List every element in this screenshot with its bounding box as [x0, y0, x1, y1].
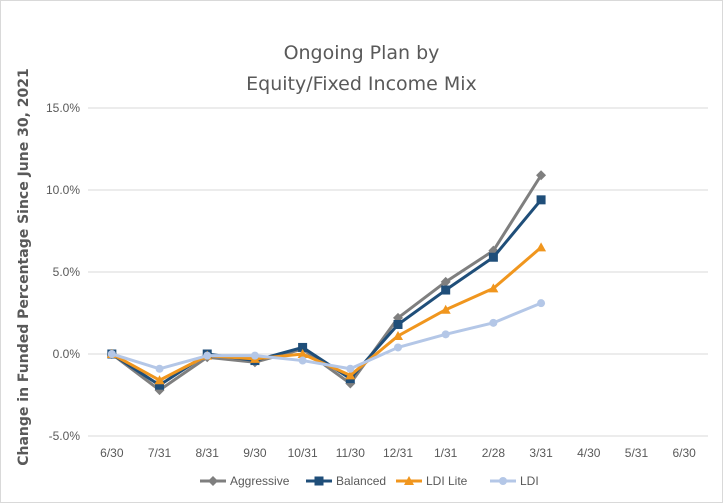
y-axis-label: Change in Funded Percentage Since June 3…: [16, 68, 32, 466]
data-point: [393, 330, 403, 340]
legend-marker: [404, 476, 414, 485]
y-tick-label: 5.0%: [53, 265, 81, 279]
y-tick-label: 0.0%: [53, 347, 81, 361]
data-point: [298, 356, 307, 365]
x-tick-label: 6/30: [100, 446, 124, 460]
data-point: [250, 351, 259, 360]
x-tick-label: 9/30: [243, 446, 267, 460]
series-line: [110, 174, 543, 392]
data-point: [346, 364, 355, 373]
x-tick-label: 5/31: [625, 446, 649, 460]
legend: Aggressive Balanced LDI Lite LDI: [200, 474, 539, 488]
x-tick-label: 1/31: [434, 446, 458, 460]
legend-item: Aggressive: [200, 474, 290, 488]
legend-item: LDI: [490, 474, 539, 488]
y-tick-label: 10.0%: [46, 183, 80, 197]
legend-marker: [499, 477, 507, 485]
series-group: [106, 170, 547, 396]
data-point: [536, 242, 547, 252]
chart-title-line1: Ongoing Plan by: [283, 42, 440, 64]
data-point: [488, 252, 498, 262]
data-point: [536, 170, 547, 181]
legend-marker: [208, 476, 218, 486]
data-point: [537, 299, 546, 308]
x-axis-ticks: 6/30 7/31 8/31 9/30 10/31 11/30 12/31 1/31 2/28 3…: [100, 446, 696, 460]
data-point: [441, 285, 451, 295]
x-tick-label: 4/30: [577, 446, 601, 460]
y-tick-label: -5.0%: [49, 429, 81, 443]
data-point: [297, 349, 308, 358]
legend-label: Aggressive: [230, 474, 290, 488]
data-point: [536, 195, 546, 205]
data-point: [441, 330, 450, 339]
data-point: [154, 375, 165, 385]
x-tick-label: 3/31: [529, 446, 553, 460]
legend-label: LDI: [520, 474, 539, 488]
y-axis-ticks: 15.0% 10.0% 5.0% 0.0% -5.0%: [46, 101, 80, 443]
data-point: [489, 318, 498, 327]
data-point: [155, 364, 164, 373]
x-tick-label: 11/30: [336, 446, 365, 460]
data-point: [298, 342, 308, 352]
data-point: [440, 304, 451, 314]
series-balanced: [107, 195, 546, 390]
legend-label: LDI Lite: [426, 474, 468, 488]
data-point: [440, 276, 451, 287]
x-tick-label: 8/31: [196, 446, 220, 460]
legend-item: LDI Lite: [396, 474, 468, 488]
x-tick-label: 12/31: [383, 446, 413, 460]
data-point: [203, 351, 212, 360]
gridlines: [88, 107, 708, 437]
data-point: [155, 380, 165, 390]
series-ldi: [107, 299, 546, 373]
series-line: [111, 198, 543, 387]
legend-item: Balanced: [306, 474, 386, 488]
data-point: [107, 350, 116, 358]
data-point: [393, 319, 403, 329]
data-point: [488, 283, 499, 293]
x-tick-label: 6/30: [672, 446, 696, 460]
series-line: [111, 301, 542, 371]
x-tick-label: 10/31: [288, 446, 318, 460]
chart-title-line2: Equity/Fixed Income Mix: [246, 73, 477, 95]
data-point: [345, 370, 356, 380]
x-tick-label: 2/28: [482, 446, 506, 460]
y-tick-label: 15.0%: [46, 101, 80, 115]
x-tick-label: 7/31: [148, 446, 172, 460]
data-point: [394, 343, 402, 352]
legend-marker: [314, 476, 324, 486]
legend-label: Balanced: [336, 474, 386, 488]
